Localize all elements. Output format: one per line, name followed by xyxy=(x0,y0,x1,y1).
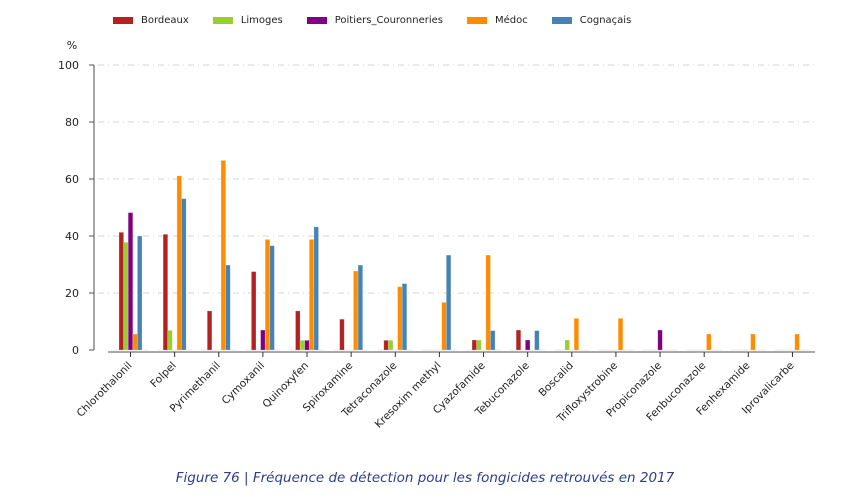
legend-swatch xyxy=(212,16,233,24)
bar-tetraconazole-medoc xyxy=(397,286,403,351)
legend-label: Poitiers_Couronneries xyxy=(334,14,444,26)
bar-fenhexamide-medoc xyxy=(750,333,756,351)
bar-chlorothalonil-poitiers-couronneries xyxy=(127,212,134,351)
bar-fenbuconazole-medoc xyxy=(706,333,712,351)
bar-tetraconazole-cognacais xyxy=(401,283,408,351)
legend-label: Limoges xyxy=(240,14,283,26)
bar-cyazofamide-medoc xyxy=(485,254,491,351)
gridlines xyxy=(98,64,815,294)
y-tick-label: 20 xyxy=(65,287,79,300)
bar-pyrimethanil-cognacais xyxy=(225,264,231,351)
bar-tebuconazole-cognacais xyxy=(534,330,540,351)
bar-pyrimethanil-medoc xyxy=(220,160,226,351)
bar-propiconazole-poitiers-couronneries xyxy=(657,329,663,351)
y-tick-label: 60 xyxy=(65,173,79,186)
bar-spiroxamine-cognacais xyxy=(357,264,363,351)
bar-kresoxim-methyl-cognacais xyxy=(446,254,452,351)
bar-cyazofamide-limoges xyxy=(476,339,482,351)
legend-swatch xyxy=(113,16,133,24)
bar-quinoxyfen-limoges xyxy=(299,340,306,351)
bar-folpel-cognacais xyxy=(181,198,187,351)
bar-folpel-bordeaux xyxy=(162,233,169,351)
legend-item-cognacais: Cognaçais xyxy=(551,14,632,26)
bar-cymoxanil-cognacais xyxy=(269,245,275,351)
bar-quinoxyfen-medoc xyxy=(309,239,315,351)
bar-cymoxanil-poitiers-couronneries xyxy=(260,329,266,351)
bar-trifloxystrobine-medoc xyxy=(617,318,624,351)
legend-item-bordeaux: Bordeaux xyxy=(113,15,189,26)
y-tick-label: 40 xyxy=(65,230,79,243)
bars xyxy=(113,160,810,351)
bar-tetraconazole-bordeaux xyxy=(383,340,389,351)
legend-item-medoc: Médoc xyxy=(467,15,528,26)
bar-chlorothalonil-medoc xyxy=(132,333,138,351)
y-tick-label: 80 xyxy=(65,116,79,129)
bar-chlorothalonil-cognacais xyxy=(137,235,143,351)
bar-folpel-medoc xyxy=(176,175,182,351)
bar-tebuconazole-bordeaux xyxy=(515,329,522,351)
bar-quinoxyfen-cognacais xyxy=(313,226,319,351)
figure-caption: Figure 76 | Fréquence de détection pour … xyxy=(175,470,675,486)
x-tick-label-folpel: Folpel xyxy=(148,360,178,390)
bar-quinoxyfen-poitiers-couronneries xyxy=(304,340,310,351)
bar-boscalid-limoges xyxy=(564,339,570,351)
y-tick-labels: 0 20 40 60 80 100 xyxy=(58,59,94,357)
bar-tetraconazole-limoges xyxy=(388,340,394,351)
bar-cyazofamide-cognacais xyxy=(490,330,496,351)
y-tick-label: 100 xyxy=(58,59,79,72)
bar-folpel-limoges xyxy=(167,330,173,351)
bar-iprovalicarbe-medoc xyxy=(794,333,800,351)
legend-label: Bordeaux xyxy=(141,14,189,26)
x-tick-label-boscalid: Boscalid xyxy=(536,360,575,399)
chart-legend: Bordeaux Limoges Poitiers_Couronneries Médo… xyxy=(113,12,655,28)
legend-item-poitiers-couronneries: Poitiers_Couronneries xyxy=(306,14,444,26)
legend-item-limoges: Limoges xyxy=(212,14,283,26)
bar-cyazofamide-bordeaux xyxy=(471,339,477,351)
bar-boscalid-medoc xyxy=(573,318,579,351)
bar-spiroxamine-medoc xyxy=(353,270,359,351)
y-tick-label: 0 xyxy=(72,344,79,357)
axes xyxy=(93,65,815,353)
bar-tebuconazole-poitiers-couronneries xyxy=(525,339,531,351)
bar-cymoxanil-medoc xyxy=(264,239,271,351)
bar-cymoxanil-bordeaux xyxy=(251,271,257,351)
bar-kresoxim-methyl-medoc xyxy=(441,302,447,351)
legend-label: Cognaçais xyxy=(579,14,632,26)
legend-swatch xyxy=(467,16,488,24)
bar-chlorothalonil-limoges xyxy=(123,241,129,351)
bar-chlorothalonil-bordeaux xyxy=(118,231,124,351)
bar-pyrimethanil-bordeaux xyxy=(206,310,213,351)
x-tick-labels: Chlorothalonil FolpelPyrimethanilCymoxani… xyxy=(75,352,797,431)
legend-swatch xyxy=(551,16,572,24)
bar-spiroxamine-bordeaux xyxy=(339,318,345,351)
x-tick-label-chlorothalonil: Chlorothalonil xyxy=(75,360,135,420)
legend-swatch xyxy=(306,16,327,24)
bar-quinoxyfen-bordeaux xyxy=(295,310,301,351)
legend-label: Médoc xyxy=(495,14,528,26)
y-axis-label: % xyxy=(67,39,77,52)
x-tick-label-cymoxanil: Cymoxanil xyxy=(220,360,267,407)
